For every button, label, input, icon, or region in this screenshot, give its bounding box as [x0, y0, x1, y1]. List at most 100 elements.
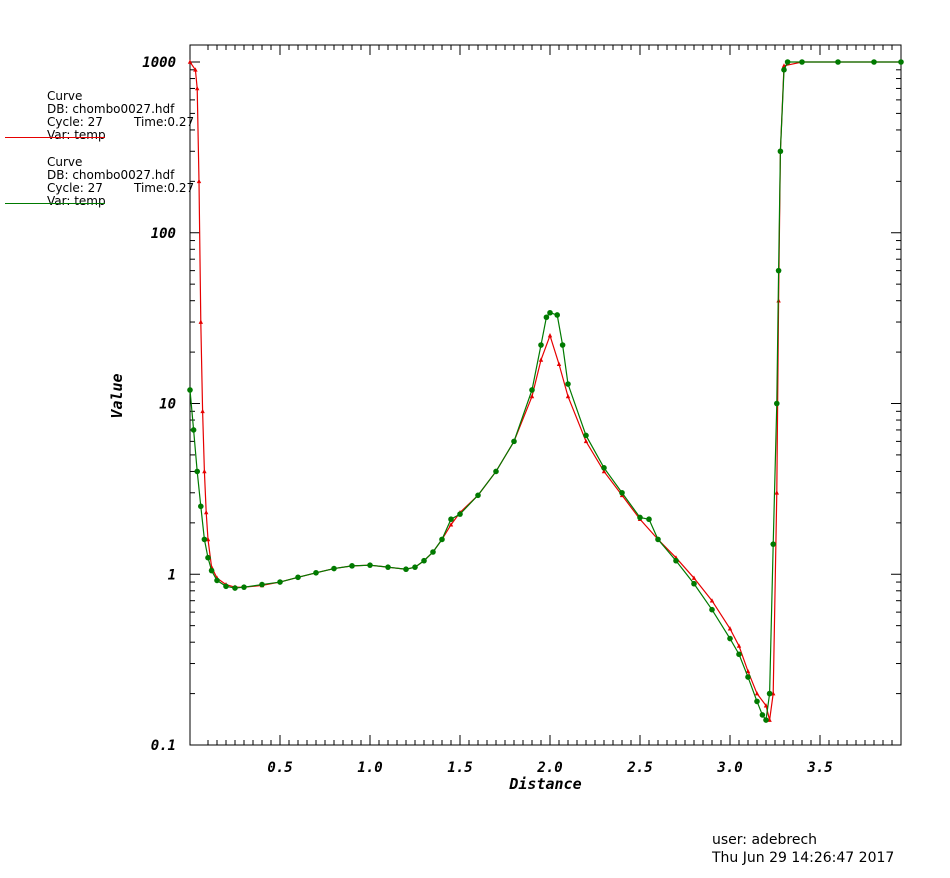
- data-point: [439, 536, 445, 543]
- data-point: [871, 59, 877, 65]
- data-point: [673, 557, 679, 564]
- data-point: [457, 511, 463, 517]
- data-point: [601, 465, 607, 471]
- data-point: [232, 585, 238, 591]
- data-point: [736, 651, 742, 658]
- data-point: [529, 387, 535, 393]
- data-point: [766, 690, 773, 697]
- data-point: [691, 580, 697, 587]
- legend-entry-1: Curve DB: chombo0027.hdf Cycle: 27 Time:…: [47, 89, 194, 142]
- y-tick-label: 1000: [142, 55, 176, 71]
- data-point: [202, 468, 207, 474]
- data-point: [559, 342, 566, 348]
- data-point: [511, 438, 517, 445]
- data-point: [529, 393, 535, 399]
- data-point: [565, 381, 571, 387]
- y-tick-label: 10: [159, 397, 176, 413]
- data-point: [190, 427, 197, 433]
- data-point: [583, 438, 589, 444]
- y-tick-label: 1: [168, 567, 176, 583]
- data-point: [198, 503, 204, 510]
- data-point: [385, 564, 391, 570]
- data-point: [448, 516, 454, 523]
- data-point: [727, 626, 733, 631]
- legend-cycle-row: Cycle: 27 Time:0.27: [47, 182, 194, 195]
- data-point: [313, 569, 319, 576]
- data-point: [709, 606, 715, 613]
- data-point: [214, 577, 220, 584]
- y-axis-label: Value: [108, 373, 126, 418]
- data-point: [475, 492, 481, 499]
- data-point: [259, 581, 265, 588]
- data-point: [646, 516, 652, 523]
- data-point: [200, 408, 205, 414]
- data-point: [754, 691, 760, 696]
- data-point: [799, 59, 805, 65]
- legend-time: Time:0.27: [134, 115, 195, 129]
- legend-time: Time:0.27: [134, 181, 195, 195]
- data-point: [241, 584, 247, 590]
- data-point: [775, 267, 782, 274]
- legend-entry-2: Curve DB: chombo0027.hdf Cycle: 27 Time:…: [47, 155, 194, 208]
- data-point: [709, 598, 715, 603]
- data-point: [770, 541, 776, 547]
- data-point: [727, 635, 733, 642]
- data-point: [430, 549, 436, 555]
- data-point: [187, 59, 193, 64]
- data-point: [223, 583, 229, 590]
- series-line-2: [189, 61, 901, 722]
- data-point: [547, 309, 553, 316]
- data-point: [774, 490, 779, 495]
- legend-db: DB: chombo0027.hdf: [47, 168, 175, 182]
- data-point: [195, 85, 200, 91]
- data-point: [201, 536, 208, 543]
- data-point: [194, 468, 200, 475]
- legend-cycle-row: Cycle: 27 Time:0.27: [47, 115, 194, 129]
- data-point: [777, 148, 784, 155]
- data-point: [763, 703, 769, 708]
- data-point: [554, 312, 560, 318]
- data-point: [565, 393, 571, 399]
- x-axis-label: Distance: [508, 775, 581, 793]
- x-tick-label: 3.5: [806, 760, 832, 776]
- data-point: [204, 509, 209, 515]
- legend-var: Var: temp: [47, 194, 106, 208]
- data-point: [619, 489, 625, 496]
- footer-user: user: adebrech: [712, 832, 818, 848]
- data-point: [421, 557, 427, 564]
- legend-line-green: [5, 203, 105, 204]
- x-tick-label: 2.0: [536, 760, 562, 776]
- data-point: [412, 564, 418, 570]
- data-point: [367, 562, 373, 568]
- data-point: [655, 536, 661, 543]
- legend-title: Curve: [47, 155, 83, 169]
- data-point: [763, 717, 769, 723]
- y-tick-label: 100: [151, 226, 176, 242]
- data-point: [601, 468, 607, 474]
- legend-title: Curve: [47, 89, 83, 103]
- data-point: [547, 333, 553, 338]
- data-point: [774, 400, 780, 407]
- data-point: [187, 387, 193, 393]
- data-point: [403, 566, 409, 573]
- footer-date: Thu Jun 29 14:26:47 2017: [712, 850, 895, 866]
- data-point: [745, 668, 751, 674]
- data-point: [754, 698, 760, 705]
- data-point: [196, 178, 202, 184]
- legend-var: Var: temp: [47, 128, 106, 142]
- data-point: [543, 314, 550, 321]
- data-point: [331, 565, 337, 572]
- data-point: [556, 361, 562, 366]
- data-point: [745, 674, 751, 680]
- legend-cycle: Cycle: 27: [47, 115, 103, 129]
- data-point: [277, 579, 283, 585]
- data-point: [759, 712, 766, 718]
- data-point: [781, 67, 787, 73]
- data-point: [736, 643, 742, 648]
- data-point: [583, 432, 589, 439]
- x-tick-label: 3.0: [716, 760, 742, 776]
- y-tick-label: 0.1: [151, 738, 176, 754]
- data-point: [193, 67, 198, 72]
- data-point: [448, 522, 454, 527]
